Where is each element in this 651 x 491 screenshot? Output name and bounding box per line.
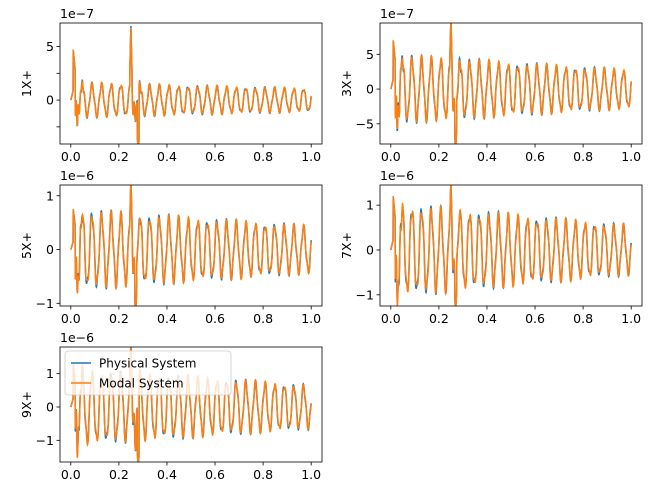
subplot-7X+: 0.0 0.2 0.4 0.6 0.8 1.0 −1 0 1 7X+ 1e−6 <box>339 168 643 326</box>
x-tick-label: 0.2 <box>109 467 129 482</box>
x-tick-label: 0.0 <box>61 311 81 326</box>
y-axis-label: 9X+ <box>19 391 34 418</box>
y-offset-label: 1e−6 <box>60 330 94 345</box>
y-offset-label: 1e−7 <box>60 6 94 21</box>
x-tick-label: 0.2 <box>429 149 449 164</box>
x-tick-label: 0.0 <box>61 149 81 164</box>
series-line-modal <box>70 27 312 144</box>
series-line-modal <box>390 23 632 144</box>
x-tick-label: 1.0 <box>621 311 641 326</box>
legend: Physical System Modal System <box>64 350 232 396</box>
y-axis-label: 3X+ <box>339 70 354 97</box>
y-axis-label: 5X+ <box>19 232 34 259</box>
x-tick-label: 0.0 <box>381 311 401 326</box>
series-line-modal <box>70 185 312 306</box>
y-tick-label: 0 <box>46 242 54 257</box>
axes-frame <box>379 184 643 307</box>
x-tick-label: 0.6 <box>205 149 225 164</box>
y-tick-label: 5 <box>366 47 374 62</box>
legend-label: Modal System <box>99 377 184 391</box>
legend-label: Physical System <box>99 357 196 371</box>
x-tick-label: 1.0 <box>301 311 321 326</box>
x-tick-label: 0.4 <box>157 311 177 326</box>
subplot-5X+: 0.0 0.2 0.4 0.6 0.8 1.0 −1 0 1 5X+ 1e−6 <box>19 168 323 326</box>
y-tick-label: −5 <box>356 116 374 131</box>
subplot-1X+: 0.0 0.2 0.4 0.6 0.8 1.0 0 5 1X+ 1e−7 <box>19 6 323 164</box>
x-tick-label: 0.0 <box>61 467 81 482</box>
y-tick-label: −1 <box>36 433 54 448</box>
x-tick-label: 0.0 <box>381 149 401 164</box>
y-tick-label: 0 <box>46 400 54 415</box>
y-tick-label: 1 <box>366 198 374 213</box>
x-tick-label: 0.4 <box>477 311 497 326</box>
x-tick-label: 1.0 <box>301 149 321 164</box>
x-tick-label: 0.8 <box>573 149 593 164</box>
x-tick-label: 0.4 <box>157 467 177 482</box>
x-tick-label: 0.4 <box>477 149 497 164</box>
x-tick-label: 0.8 <box>253 467 273 482</box>
x-tick-label: 0.2 <box>109 149 129 164</box>
y-tick-label: 0 <box>366 82 374 97</box>
x-tick-label: 0.2 <box>109 311 129 326</box>
subplot-3X+: 0.0 0.2 0.4 0.6 0.8 1.0 −5 0 5 3X+ 1e−7 <box>339 6 643 164</box>
y-tick-label: 5 <box>46 39 54 54</box>
y-tick-label: 0 <box>366 242 374 257</box>
legend-box <box>64 350 232 396</box>
y-tick-label: 0 <box>46 93 54 108</box>
axes-frame <box>59 184 323 307</box>
x-tick-label: 0.2 <box>429 311 449 326</box>
x-tick-label: 0.8 <box>573 311 593 326</box>
x-tick-label: 1.0 <box>301 467 321 482</box>
y-offset-label: 1e−7 <box>380 6 414 21</box>
series-line-modal <box>390 185 632 306</box>
axes-frame <box>59 346 323 463</box>
y-offset-label: 1e−6 <box>60 168 94 183</box>
x-tick-label: 0.8 <box>253 311 273 326</box>
axes-frame <box>379 22 643 145</box>
x-tick-label: 0.4 <box>157 149 177 164</box>
axes-frame <box>59 22 323 145</box>
y-tick-label: 1 <box>46 188 54 203</box>
y-tick-label: 1 <box>46 366 54 381</box>
y-tick-label: −1 <box>36 296 54 311</box>
y-axis-label: 1X+ <box>19 70 34 97</box>
x-tick-label: 0.6 <box>525 149 545 164</box>
y-axis-label: 7X+ <box>339 232 354 259</box>
x-tick-label: 1.0 <box>621 149 641 164</box>
y-tick-label: −1 <box>356 287 374 302</box>
x-tick-label: 0.6 <box>525 311 545 326</box>
y-offset-label: 1e−6 <box>380 168 414 183</box>
x-tick-label: 0.6 <box>205 467 225 482</box>
x-tick-label: 0.6 <box>205 311 225 326</box>
x-tick-label: 0.8 <box>253 149 273 164</box>
